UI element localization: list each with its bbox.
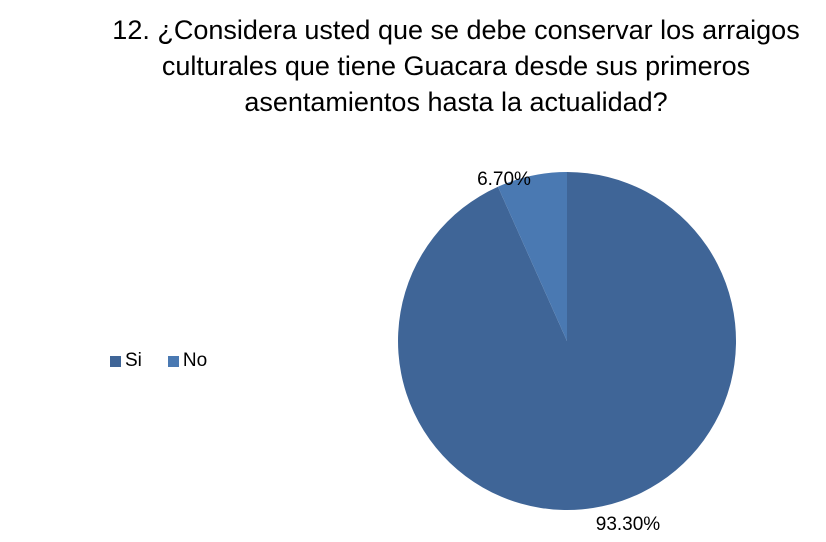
legend-label-si: Si xyxy=(125,350,142,371)
chart-title-line-2: culturales que tiene Guacara desde sus p… xyxy=(161,51,751,81)
legend: Si No xyxy=(110,350,233,372)
legend-entry-si: Si xyxy=(110,350,142,372)
pie-slice-no xyxy=(497,172,567,341)
chart-title-line-1: 12. ¿Considera usted que se debe conserv… xyxy=(112,15,800,45)
data-label-si: 93.30% xyxy=(596,514,661,535)
data-label-no: 6.70% xyxy=(477,169,531,190)
pie-slices xyxy=(398,172,737,510)
chart-title: 12. ¿Considera usted que se debe conserv… xyxy=(86,12,826,120)
legend-label-no: No xyxy=(182,350,208,371)
pie-slice-si xyxy=(398,172,737,510)
legend-swatch-si xyxy=(110,355,121,367)
legend-entry-no: No xyxy=(167,350,208,372)
chart-title-line-3: asentamientos hasta la actualidad? xyxy=(244,87,668,117)
pie-data-labels: 93.30% 6.70% xyxy=(477,169,660,535)
legend-swatch-no xyxy=(167,355,179,367)
